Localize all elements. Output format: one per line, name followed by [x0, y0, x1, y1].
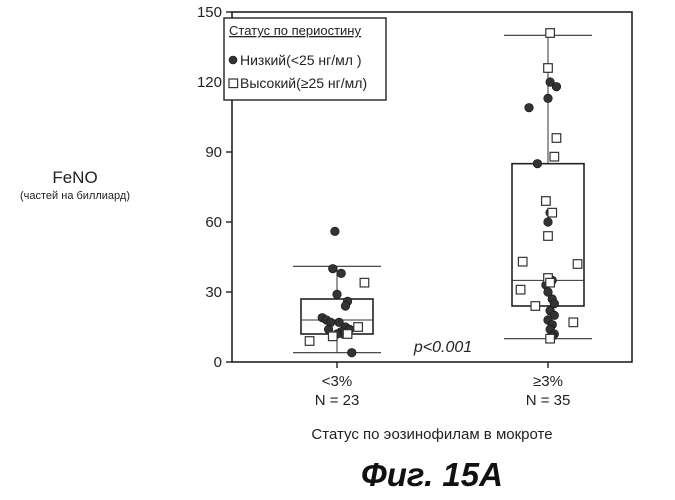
y-tick-label: 30	[205, 284, 222, 301]
legend-marker-high	[228, 78, 239, 89]
data-point-low-periostin	[549, 299, 559, 309]
data-point-high-periostin	[568, 317, 579, 328]
legend-marker-low	[228, 55, 238, 65]
data-point-high-periostin	[342, 329, 353, 339]
box-iqr	[511, 162, 585, 307]
data-point-high-periostin	[359, 277, 370, 288]
y-tick-label: 150	[197, 4, 222, 21]
data-point-high-periostin	[545, 28, 556, 38]
data-point-high-periostin	[543, 231, 553, 241]
data-point-high-periostin	[551, 133, 562, 143]
data-point-high-periostin	[547, 207, 558, 218]
data-point-low-periostin	[328, 264, 338, 274]
data-point-low-periostin	[336, 268, 346, 278]
y-tick-label: 0	[214, 354, 222, 371]
x-tick-label: ≥3%	[533, 373, 563, 390]
data-point-high-periostin	[549, 151, 560, 162]
data-point-high-periostin	[540, 196, 551, 206]
data-point-high-periostin	[530, 301, 541, 311]
data-point-low-periostin	[347, 348, 357, 358]
data-point-high-periostin	[304, 336, 315, 346]
figure-caption: Фиг. 15А	[361, 456, 503, 493]
data-point-high-periostin	[545, 277, 556, 288]
data-point-high-periostin	[353, 322, 363, 332]
legend-entry-label: Высокий(≥25 нг/мл)	[240, 75, 367, 91]
data-point-low-periostin	[332, 289, 342, 299]
y-tick-label: 90	[205, 144, 222, 161]
p-value-annotation: p<0.001	[413, 339, 472, 356]
y-axis-sublabel: (частей на биллиард)	[20, 190, 130, 202]
category-n-label: N = 23	[315, 392, 360, 409]
data-point-low-periostin	[532, 159, 543, 169]
data-point-low-periostin	[330, 226, 340, 236]
data-point-high-periostin	[517, 256, 528, 267]
data-point-low-periostin	[524, 103, 534, 113]
data-point-low-periostin	[543, 217, 553, 227]
y-tick-label: 60	[205, 214, 222, 231]
data-point-low-periostin	[549, 310, 559, 320]
data-point-low-periostin	[340, 301, 351, 311]
data-point-low-periostin	[543, 287, 553, 297]
y-tick-label: 120	[197, 74, 222, 91]
legend-entry-label: Низкий(<25 нг/мл )	[240, 52, 362, 68]
data-point-high-periostin	[545, 333, 556, 344]
data-point-low-periostin	[334, 317, 344, 327]
legend-box	[223, 17, 387, 101]
x-axis-title: Статус по эозинофилам в мокроте	[311, 426, 553, 443]
data-point-high-periostin	[515, 284, 526, 295]
data-point-high-periostin	[543, 63, 553, 73]
data-point-high-periostin	[327, 331, 338, 342]
x-tick-label: <3%	[322, 373, 352, 390]
plot-frame	[231, 11, 633, 363]
data-point-low-periostin	[551, 82, 562, 92]
y-axis-label: FeNO	[52, 168, 98, 187]
category-n-label: N = 35	[526, 392, 571, 409]
data-point-low-periostin	[545, 77, 555, 87]
data-point-high-periostin	[572, 259, 583, 269]
data-point-low-periostin	[543, 93, 553, 103]
legend-title: Статус по периостину	[229, 23, 361, 38]
